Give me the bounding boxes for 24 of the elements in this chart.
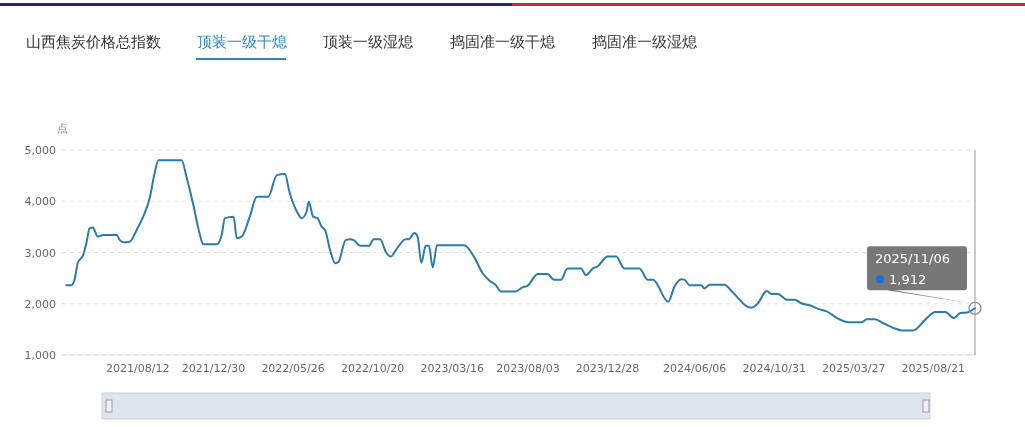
text: 捣固准一级湿熄 — [592, 33, 697, 51]
y-axis-title: 点 — [56, 122, 68, 135]
x-tick-label: 2023/08/03 — [496, 362, 560, 375]
x-tick-label: 2023/12/28 — [575, 362, 640, 375]
text: 顶装一级湿熄 — [323, 33, 413, 51]
x-tick-label: 2022/10/20 — [340, 362, 405, 375]
annotation: 1,912 — [889, 272, 927, 288]
x-tick-label: 2024/10/31 — [742, 362, 806, 375]
annotation: 2025/11/06 — [875, 251, 950, 267]
text: 山西焦炭价格总指数 — [26, 33, 161, 51]
x-tick-label: 2021/08/12 — [106, 362, 170, 375]
x-tick-label: 2021/12/30 — [181, 362, 246, 375]
x-tick-label: 2024/06/06 — [662, 362, 727, 375]
y-tick-label: 3,000 — [24, 246, 56, 260]
x-tick-label: 2025/03/27 — [822, 362, 886, 375]
x-tick-label: 2022/05/26 — [261, 362, 325, 375]
y-tick-label: 1,000 — [24, 349, 56, 362]
y-tick-label: 5,000 — [24, 144, 56, 157]
text: 捣固准一级干熄 — [450, 33, 555, 51]
y-tick-label: 4,000 — [24, 195, 56, 209]
y-tick-label: 2,000 — [24, 297, 56, 311]
x-tick-label: 2023/03/16 — [420, 362, 484, 375]
chart-title: 顶装一级干熄 — [197, 33, 287, 51]
x-tick-label: 2025/08/21 — [901, 362, 966, 375]
